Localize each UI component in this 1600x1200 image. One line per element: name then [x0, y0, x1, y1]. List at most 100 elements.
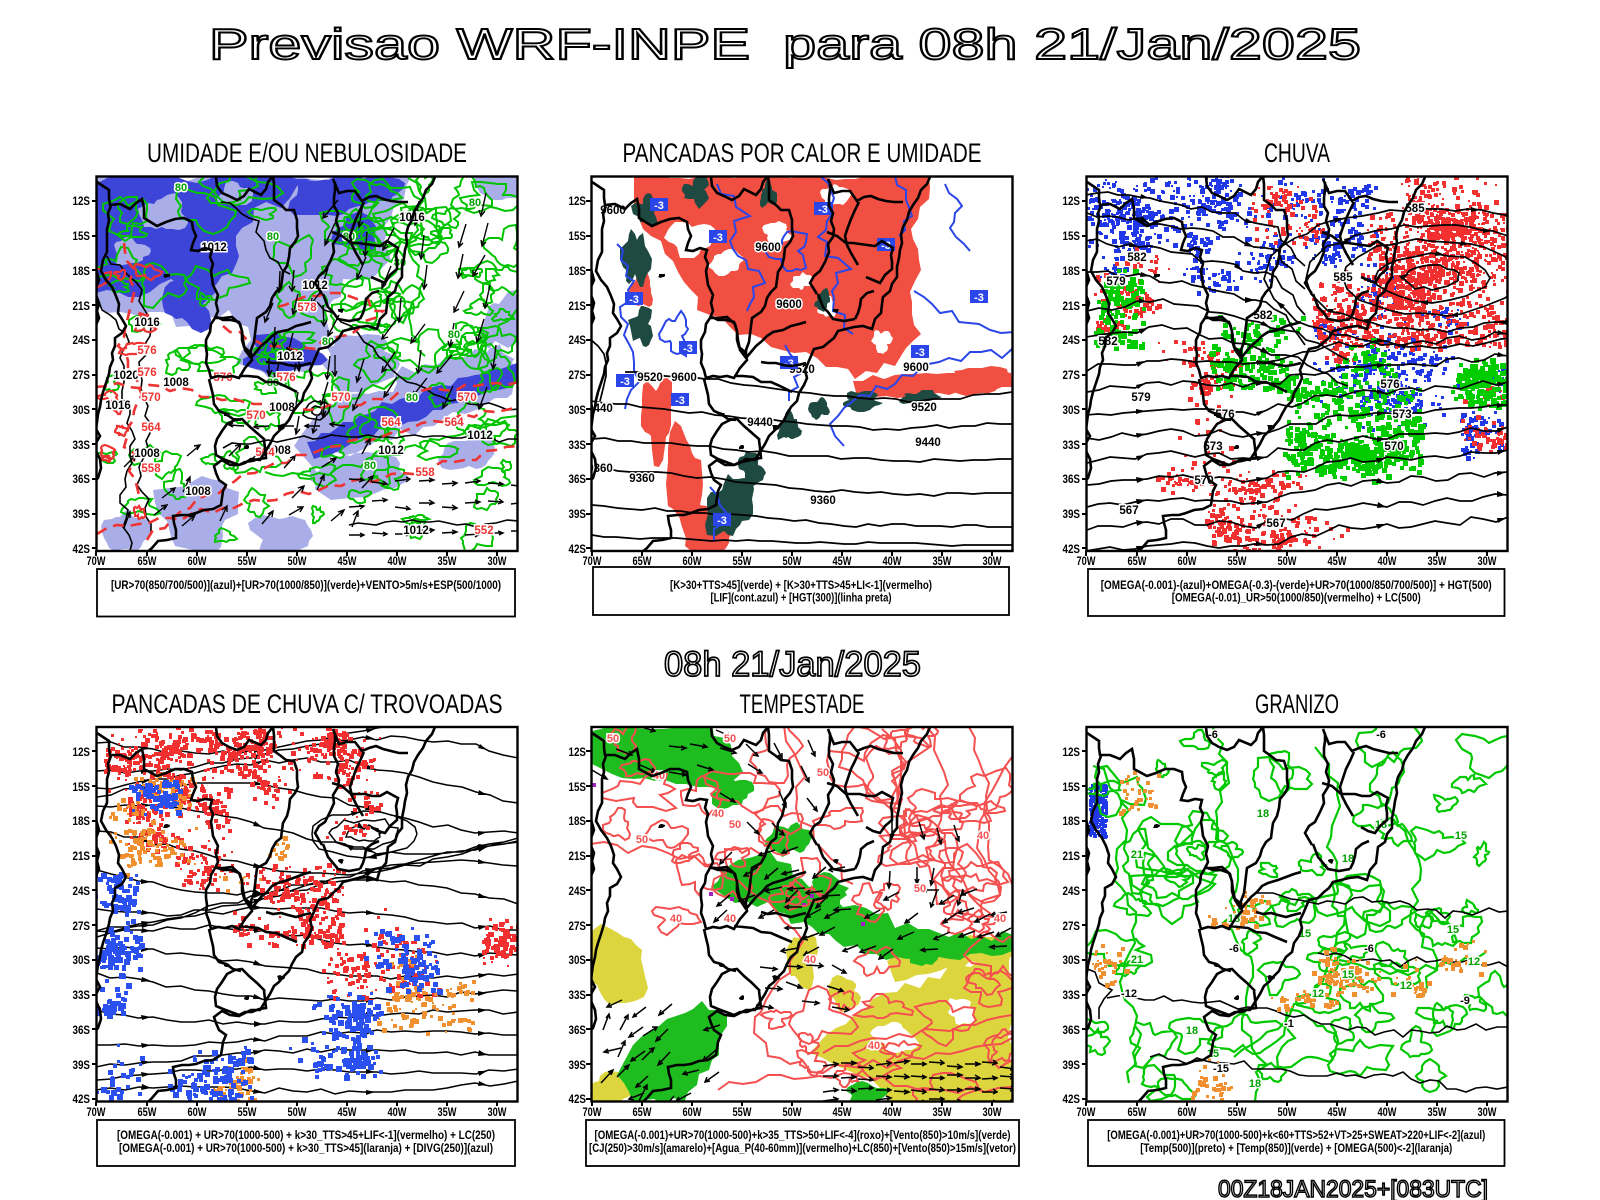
svg-text:9440: 9440	[587, 403, 613, 415]
svg-text:-6: -6	[1208, 729, 1218, 741]
svg-text:[OMEGA(-0.001) + UR>70(1000-50: [OMEGA(-0.001) + UR>70(1000-500) + k>30_…	[119, 1143, 493, 1155]
svg-text:9600: 9600	[755, 242, 781, 254]
svg-text:35W: 35W	[438, 554, 458, 568]
svg-text:1012: 1012	[277, 351, 303, 363]
svg-text:70W: 70W	[583, 554, 603, 568]
svg-text:9600: 9600	[903, 362, 929, 374]
svg-text:30S: 30S	[1063, 403, 1081, 417]
svg-text:1016: 1016	[134, 317, 160, 329]
svg-text:1012: 1012	[302, 280, 328, 292]
svg-text:50: 50	[607, 733, 619, 745]
svg-text:-3: -3	[713, 232, 723, 244]
svg-text:39S: 39S	[569, 1058, 587, 1072]
svg-text:9440: 9440	[915, 437, 941, 449]
svg-text:80: 80	[448, 329, 460, 341]
svg-text:60W: 60W	[1178, 1105, 1198, 1119]
svg-text:576: 576	[137, 345, 156, 357]
svg-text:564: 564	[141, 422, 161, 434]
svg-text:564: 564	[444, 417, 464, 429]
svg-text:80: 80	[448, 329, 460, 341]
svg-text:60W: 60W	[188, 554, 208, 568]
svg-text:24S: 24S	[569, 333, 587, 347]
svg-text:55W: 55W	[238, 1105, 258, 1119]
svg-text:39S: 39S	[73, 507, 91, 521]
svg-text:50: 50	[914, 883, 926, 895]
svg-text:558: 558	[141, 463, 161, 475]
svg-text:15S: 15S	[569, 780, 587, 794]
svg-text:80: 80	[175, 182, 187, 194]
svg-text:35W: 35W	[933, 1105, 953, 1119]
svg-text:42S: 42S	[73, 1092, 91, 1106]
svg-text:60W: 60W	[683, 1105, 703, 1119]
svg-text:-15: -15	[1213, 1063, 1229, 1075]
svg-text:27S: 27S	[569, 368, 587, 382]
svg-text:-1: -1	[1284, 1018, 1294, 1030]
svg-text:35W: 35W	[1428, 1105, 1448, 1119]
svg-text:65W: 65W	[633, 1105, 653, 1119]
svg-text:65W: 65W	[138, 554, 158, 568]
svg-text:18: 18	[1257, 808, 1269, 820]
svg-text:18: 18	[1249, 1078, 1261, 1090]
svg-text:39S: 39S	[1063, 507, 1081, 521]
svg-text:[OMEGA(-0.001)-(azul)+OMEGA(-0: [OMEGA(-0.001)-(azul)+OMEGA(-0.3)-(verde…	[1101, 580, 1492, 592]
svg-text:1012: 1012	[302, 280, 328, 292]
svg-text:50W: 50W	[783, 554, 803, 568]
svg-text:TEMPESTADE: TEMPESTADE	[740, 689, 865, 719]
svg-text:27S: 27S	[73, 368, 91, 382]
svg-text:50: 50	[817, 767, 829, 779]
svg-text:12S: 12S	[569, 745, 587, 759]
svg-text:[CJ(250)>30m/s](amarelo)+[Agua: [CJ(250)>30m/s](amarelo)+[Agua_P(40-60mm…	[589, 1143, 1016, 1155]
svg-text:-3: -3	[683, 343, 693, 355]
svg-text:70W: 70W	[1077, 1105, 1097, 1119]
svg-text:12: 12	[1468, 956, 1480, 968]
svg-text:45W: 45W	[833, 554, 853, 568]
svg-text:-6: -6	[1376, 729, 1386, 741]
svg-text:30W: 30W	[983, 1105, 1003, 1119]
svg-text:39S: 39S	[1063, 1058, 1081, 1072]
svg-text:558: 558	[415, 467, 435, 479]
svg-text:12S: 12S	[1063, 745, 1081, 759]
svg-text:585: 585	[1333, 272, 1353, 284]
svg-text:15: 15	[1447, 924, 1459, 936]
svg-text:35W: 35W	[438, 1105, 458, 1119]
svg-text:1012: 1012	[403, 525, 429, 537]
svg-text:1016: 1016	[105, 400, 131, 412]
svg-text:-3: -3	[915, 347, 925, 359]
svg-text:42S: 42S	[569, 1092, 587, 1106]
svg-text:30W: 30W	[488, 1105, 508, 1119]
svg-text:9600: 9600	[903, 362, 929, 374]
svg-text:21S: 21S	[569, 299, 587, 313]
svg-text:21S: 21S	[1063, 849, 1081, 863]
svg-text:-3: -3	[881, 240, 891, 252]
svg-text:80: 80	[267, 231, 279, 243]
svg-text:1008: 1008	[185, 486, 211, 498]
svg-text:24S: 24S	[73, 333, 91, 347]
svg-text:9600: 9600	[776, 299, 802, 311]
svg-text:9440: 9440	[587, 403, 613, 415]
svg-text:1012: 1012	[378, 445, 404, 457]
svg-text:18S: 18S	[1063, 814, 1081, 828]
svg-text:-6: -6	[1364, 943, 1374, 955]
svg-text:80: 80	[364, 460, 376, 472]
svg-text:18: 18	[1186, 1025, 1198, 1037]
svg-text:570: 570	[246, 410, 265, 422]
svg-text:12: 12	[1312, 988, 1324, 1000]
svg-text:80: 80	[267, 231, 279, 243]
svg-text:1008: 1008	[163, 377, 189, 389]
svg-text:45W: 45W	[833, 1105, 853, 1119]
svg-text:576: 576	[137, 367, 156, 379]
svg-text:27S: 27S	[1063, 368, 1081, 382]
svg-text:570: 570	[141, 392, 160, 404]
svg-text:-6: -6	[1229, 943, 1239, 955]
svg-text:40: 40	[712, 808, 724, 820]
svg-text:9600: 9600	[776, 299, 802, 311]
svg-text:578: 578	[297, 302, 317, 314]
svg-text:-6: -6	[1364, 943, 1374, 955]
svg-text:-9: -9	[1460, 995, 1470, 1007]
svg-text:570: 570	[1384, 441, 1403, 453]
svg-text:40: 40	[724, 913, 736, 925]
svg-text:-15: -15	[1213, 1063, 1229, 1075]
svg-text:[UR>70(850/700/500)](azul)+[UR: [UR>70(850/700/500)](azul)+[UR>70(1000/8…	[111, 580, 501, 592]
svg-text:-3: -3	[620, 376, 630, 388]
svg-text:579: 579	[1106, 276, 1125, 288]
